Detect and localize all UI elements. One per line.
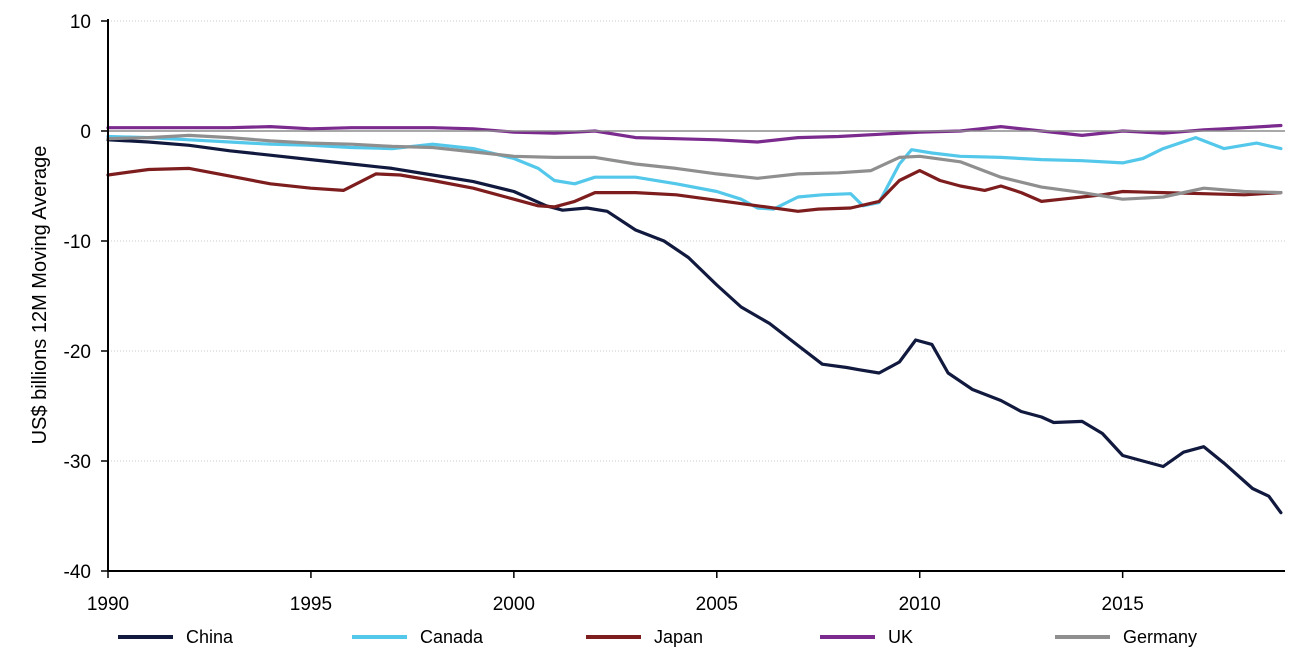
y-axis-ticks: 10 0 -10 -20 -30 -40 [64, 12, 108, 583]
legend-label: Germany [1123, 627, 1197, 647]
x-tick-label: 2000 [493, 594, 535, 615]
y-tick-label: 0 [80, 122, 91, 143]
y-tick-label: 10 [70, 12, 91, 33]
legend-label: Canada [420, 627, 484, 647]
series-line-uk [106, 123, 1283, 144]
series-line-china [106, 138, 1283, 515]
x-tick-label: 2005 [696, 594, 738, 615]
legend-label: China [186, 627, 234, 647]
series-line-japan [106, 166, 1283, 213]
y-axis-title: US$ billions 12M Moving Average [29, 146, 51, 445]
y-tick-label: -30 [64, 452, 91, 473]
legend-item-germany: Germany [1055, 627, 1197, 647]
legend-item-china: China [118, 627, 234, 647]
y-tick-label: -20 [64, 342, 91, 363]
legend-label: Japan [654, 627, 703, 647]
x-tick-label: 2010 [899, 594, 941, 615]
legend-item-uk: UK [820, 627, 913, 647]
x-tick-label: 1990 [87, 594, 129, 615]
axes [107, 19, 1285, 572]
x-axis-ticks: 1990 1995 2000 2005 2010 2015 [87, 571, 1144, 615]
x-tick-label: 1995 [290, 594, 332, 615]
x-tick-label: 2015 [1102, 594, 1144, 615]
series-lines [106, 123, 1283, 515]
y-tick-label: -10 [64, 232, 91, 253]
legend-label: UK [888, 627, 913, 647]
series-line-germany [106, 133, 1283, 201]
legend-item-japan: Japan [586, 627, 703, 647]
y-tick-label: -40 [64, 562, 91, 583]
legend: China Canada Japan UK Germany [118, 627, 1197, 647]
legend-item-canada: Canada [352, 627, 484, 647]
series-line-canada [106, 134, 1283, 211]
gridlines [108, 20, 1285, 462]
